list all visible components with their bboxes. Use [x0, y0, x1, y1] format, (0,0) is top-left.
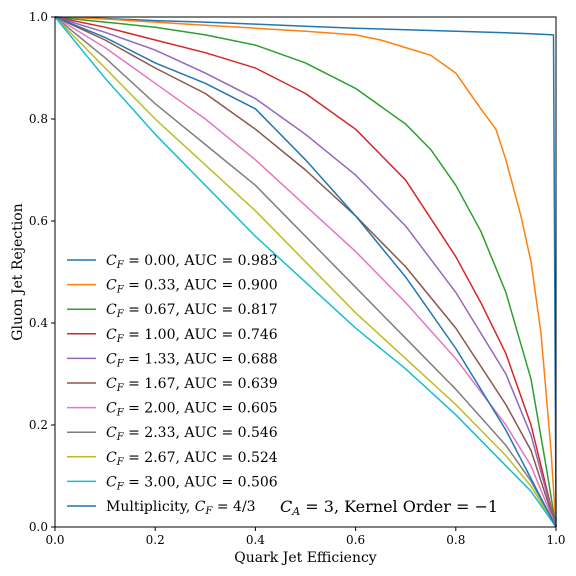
legend-entry-9: CF = 3.00, AUC = 0.506 [106, 474, 278, 492]
legend-entry-5: CF = 1.67, AUC = 0.639 [106, 376, 278, 394]
series-line-10 [54, 16, 557, 528]
y-tick-label: 0.0 [29, 520, 48, 534]
y-tick-label: 0.4 [29, 316, 48, 330]
x-axis-label: Quark Jet Efficiency [234, 550, 377, 566]
legend-entry-1: CF = 0.33, AUC = 0.900 [106, 278, 278, 296]
ticks-layer: 0.0 0.2 0.4 0.6 0.8 1.0 0.0 0.2 0.4 0.6 0.8 1.0 [29, 10, 566, 547]
annotation: CA = 3, Kernel Order = −1 [280, 497, 498, 518]
series-line-3 [54, 16, 557, 528]
legend-entry-4: CF = 1.33, AUC = 0.688 [106, 351, 278, 369]
x-tick-label: 0.8 [446, 533, 465, 547]
series-line-4 [54, 16, 557, 528]
plot-frame [54, 16, 557, 528]
y-tick-label: 0.8 [29, 112, 48, 126]
legend: CF = 0.00, AUC = 0.983 CF = 0.33, AUC = 0… [67, 253, 278, 517]
x-tick-label: 1.0 [546, 533, 565, 547]
legend-entry-10: Multiplicity, CF = 4/3 [106, 499, 256, 517]
series-line-5 [54, 16, 557, 528]
series-line-1 [54, 16, 557, 528]
series-line-9 [54, 16, 557, 528]
legend-entry-2: CF = 0.67, AUC = 0.817 [106, 302, 278, 320]
y-tick-label: 0.2 [29, 418, 48, 432]
series-line-0 [54, 16, 557, 528]
x-tick-label: 0.0 [45, 533, 64, 547]
y-tick-label: 1.0 [29, 10, 48, 24]
legend-entry-0: CF = 0.00, AUC = 0.983 [106, 253, 278, 271]
series-layer [54, 16, 557, 528]
legend-entry-6: CF = 2.00, AUC = 0.605 [106, 401, 278, 419]
x-tick-label: 0.6 [346, 533, 365, 547]
legend-entry-7: CF = 2.33, AUC = 0.546 [106, 425, 278, 443]
series-line-7 [54, 16, 557, 528]
legend-entry-3: CF = 1.00, AUC = 0.746 [106, 327, 278, 345]
y-tick-label: 0.6 [29, 214, 48, 228]
series-line-6 [54, 16, 557, 528]
x-tick-label: 0.4 [246, 533, 265, 547]
y-axis-label: Gluon Jet Rejection [10, 203, 26, 340]
annotation-text: CA = 3, Kernel Order = −1 [280, 497, 498, 518]
x-tick-label: 0.2 [146, 533, 165, 547]
series-line-2 [54, 16, 557, 528]
series-line-8 [54, 16, 557, 528]
legend-entry-8: CF = 2.67, AUC = 0.524 [106, 450, 278, 468]
